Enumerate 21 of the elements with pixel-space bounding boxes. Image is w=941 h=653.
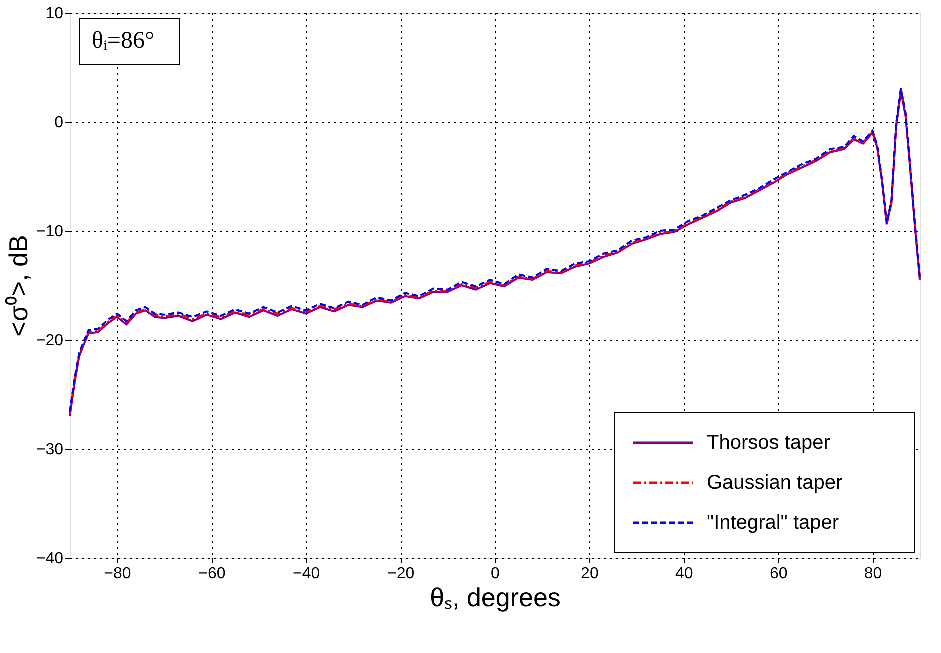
x-tick-label: 40 xyxy=(675,566,694,582)
y-tick-label: −40 xyxy=(36,550,64,568)
x-tick-label: 0 xyxy=(491,566,500,582)
legend-label: Thorsos taper xyxy=(707,432,831,454)
x-tick-label: −60 xyxy=(198,566,226,582)
legend-label: "Integral" taper xyxy=(707,512,840,534)
y-tick-label: 10 xyxy=(46,6,64,22)
legend-label: Gaussian taper xyxy=(707,472,843,494)
annotation: θᵢ=86° xyxy=(92,28,155,54)
x-tick-label: 20 xyxy=(581,566,599,582)
y-tick-label: −30 xyxy=(36,442,64,458)
x-tick-label: 80 xyxy=(864,566,882,582)
y-tick-label: 0 xyxy=(54,114,64,132)
x-tick-label: −40 xyxy=(293,566,320,582)
y-tick-label: −20 xyxy=(36,332,64,350)
y-tick-label: −10 xyxy=(36,224,64,240)
y-axis-title: <σ⁰>, dB xyxy=(3,235,34,337)
x-tick-label: 60 xyxy=(770,566,788,582)
x-axis-title: θₛ, degrees xyxy=(430,582,561,612)
x-tick-label: −20 xyxy=(387,566,415,582)
x-tick-label: −80 xyxy=(104,566,132,582)
